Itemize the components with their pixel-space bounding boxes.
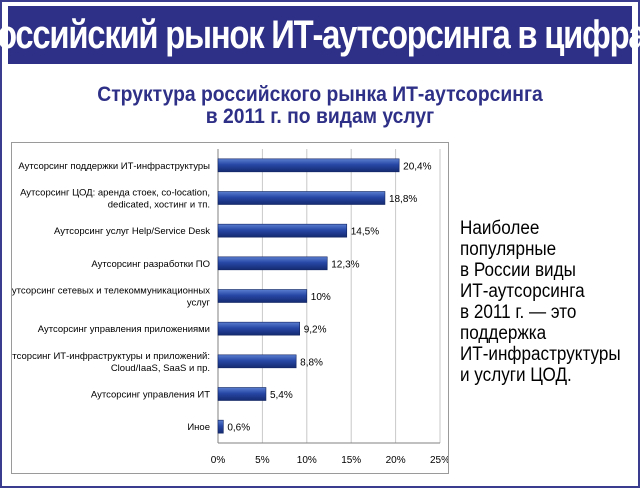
x-tick-label: 5% <box>255 455 270 466</box>
category-label: Аутсорсинг сетевых и телекоммуникационны… <box>12 286 210 297</box>
summary-line: поддержка <box>460 323 547 344</box>
x-tick-label: 15% <box>341 455 361 466</box>
summary-line: и услуги ЦОД. <box>460 365 572 386</box>
summary-line: в 2011 г. — это <box>460 302 577 323</box>
bar <box>217 321 300 336</box>
bar <box>217 256 328 271</box>
data-label: 8,8% <box>300 357 323 368</box>
data-label: 12,3% <box>331 259 359 270</box>
x-tick-label: 0% <box>211 455 226 466</box>
data-label: 14,5% <box>351 227 379 238</box>
category-label: Аутсорсинг разработки ПО <box>91 259 210 270</box>
chart-title-line-1: Структура российского рынка ИТ-аутсорсин… <box>97 83 543 106</box>
chart-title-line-2: в 2011 г. по видам услуг <box>205 105 435 128</box>
category-label: dedicated, хостинг и тп. <box>108 200 210 211</box>
summary-line: в России виды <box>460 260 576 281</box>
data-label: 0,6% <box>227 423 250 434</box>
bar <box>217 419 224 434</box>
bar <box>217 223 348 238</box>
category-label: Аутсорсинг поддержки ИТ-инфраструктуры <box>18 161 210 172</box>
data-label: 5,4% <box>270 390 293 401</box>
category-label: Аутсорсинг управления приложениями <box>38 324 210 335</box>
summary-line: популярные <box>460 239 557 260</box>
category-label: Аутсорсинг ЦОД: аренда стоек, co-locatio… <box>20 188 210 199</box>
summary-line: ИТ-аутсорсинга <box>460 281 585 302</box>
category-label: Аутсорсинг ИТ-инфраструктуры и приложени… <box>12 351 210 362</box>
x-tick-label: 10% <box>297 455 317 466</box>
bar <box>217 191 386 205</box>
bar <box>217 354 297 369</box>
data-label: 10% <box>311 292 331 303</box>
bar-chart-panel: 0% 5% 10% 15% 20% 25% 20,4% Аутсорсинг поддержк… <box>11 142 449 474</box>
banner-title: Российский рынок ИТ-аутсорсинга в цифрах <box>0 12 640 57</box>
data-label: 20,4% <box>403 161 431 172</box>
data-label: 9,2% <box>304 325 327 336</box>
category-label: Иное <box>187 422 210 433</box>
category-label: Аутсорсинг управления ИТ <box>91 390 210 401</box>
x-tick-label: 20% <box>386 455 406 466</box>
bar <box>217 158 400 173</box>
category-label: услуг <box>187 298 211 309</box>
category-label: Cloud/IaaS, SaaS и пр. <box>111 363 210 374</box>
bar-chart: 0% 5% 10% 15% 20% 25% 20,4% Аутсорсинг поддержк… <box>12 149 448 466</box>
bar <box>217 289 308 303</box>
data-label: 18,8% <box>389 194 417 205</box>
summary-line: Наиболее <box>460 218 540 239</box>
chart-title: Структура российского рынка ИТ-аутсорсин… <box>2 84 638 128</box>
summary-text: Наиболее популярные в России виды ИТ-аут… <box>460 218 621 386</box>
bar <box>217 387 267 401</box>
summary-line: ИТ-инфраструктуры <box>460 344 621 365</box>
title-banner: Российский рынок ИТ-аутсорсинга в цифрах <box>0 6 640 64</box>
category-label: Аутсорсинг услуг Help/Service Desk <box>54 226 210 237</box>
x-tick-label: 25% <box>430 455 448 466</box>
